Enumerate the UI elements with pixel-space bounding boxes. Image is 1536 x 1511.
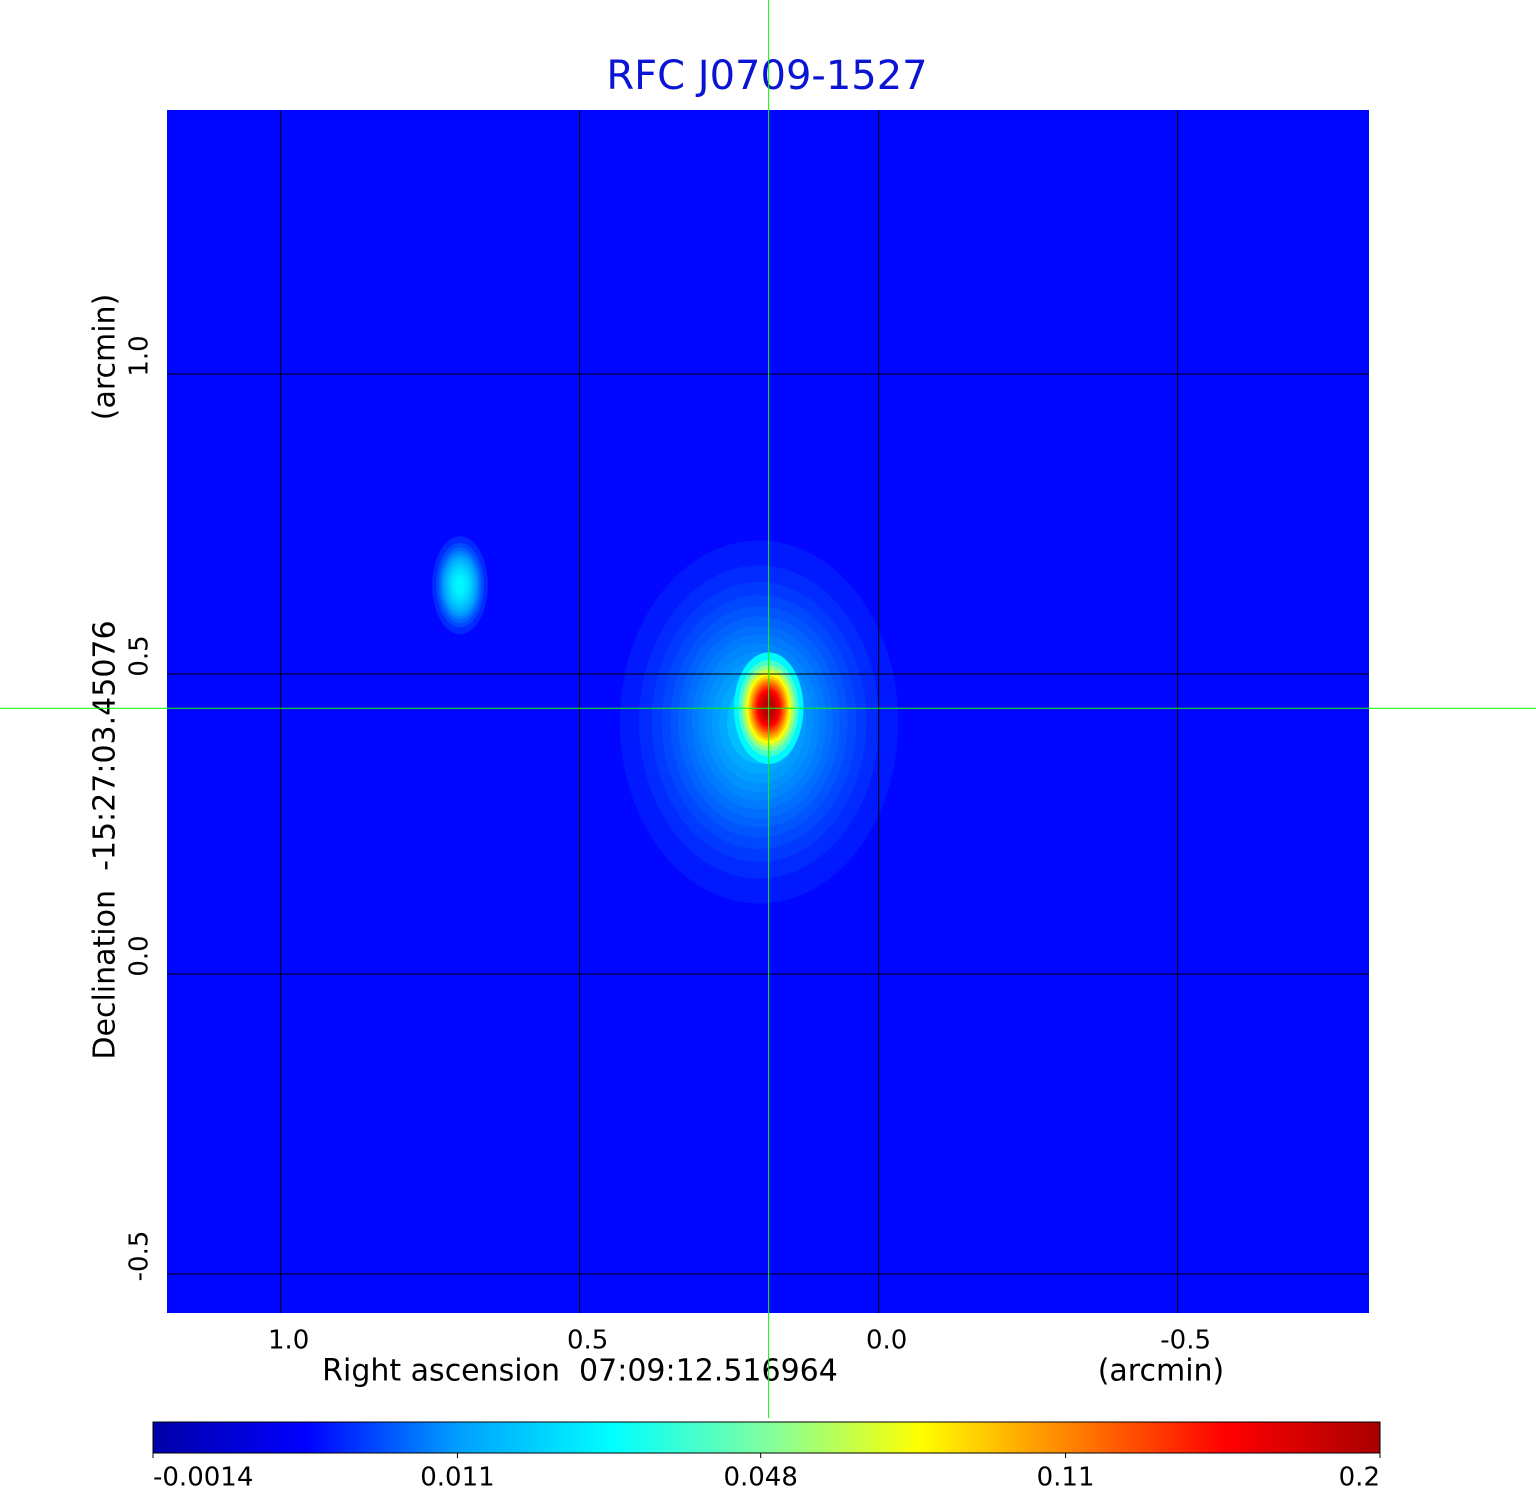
y-axis-unit: (arcmin): [88, 294, 123, 421]
x-axis-label: Right ascension 07:09:12.516964: [322, 1354, 838, 1389]
x-tick-label: 1.0: [268, 1326, 309, 1356]
colorbar-tick-label: 0.011: [420, 1463, 494, 1493]
y-tick-label: 0.5: [125, 635, 155, 676]
source-level: [455, 577, 465, 594]
colorbar-tick-label: -0.0014: [153, 1463, 253, 1493]
x-axis-unit: (arcmin): [1098, 1354, 1225, 1389]
colorbar-tick-label: 0.2: [1339, 1463, 1380, 1493]
chart-title: RFC J0709-1527: [606, 53, 927, 99]
y-tick-label: 1.0: [125, 335, 155, 376]
x-tick-label: 0.0: [866, 1326, 907, 1356]
colorbar: [152, 1421, 1381, 1454]
x-tick-label: -0.5: [1160, 1326, 1211, 1356]
x-tick-label: 0.5: [567, 1326, 608, 1356]
y-axis-label: Declination -15:27:03.45076: [88, 620, 123, 1059]
y-tick-label: 0.0: [125, 935, 155, 976]
colorbar-tick-label: 0.048: [723, 1463, 797, 1493]
colorbar-tick-label: 0.11: [1037, 1463, 1095, 1493]
image: [167, 110, 1369, 1313]
y-tick-label: -0.5: [125, 1231, 155, 1282]
